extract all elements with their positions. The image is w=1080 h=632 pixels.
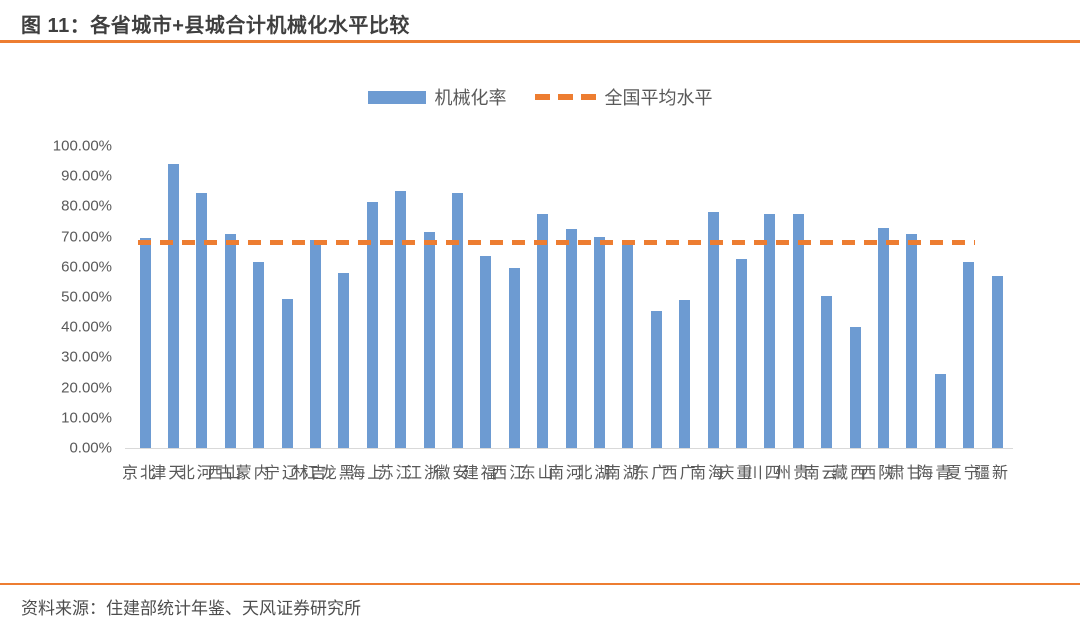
- y-axis-tick-label: 30.00%: [61, 348, 112, 366]
- chart-bar: [395, 191, 407, 448]
- x-axis-label: 云南: [800, 464, 836, 488]
- footer-divider: [0, 583, 1080, 585]
- chart-bar: [906, 233, 918, 448]
- y-axis-tick-label: 0.00%: [69, 439, 112, 457]
- x-axis-label: 湖北: [573, 464, 609, 488]
- chart-bar: [821, 295, 833, 448]
- chart-bar: [224, 233, 236, 448]
- y-axis-tick-label: 90.00%: [61, 167, 112, 185]
- x-axis-label: 天津: [147, 464, 183, 488]
- x-axis-label: 江苏: [374, 464, 410, 488]
- y-axis-tick-label: 40.00%: [61, 318, 112, 336]
- x-axis-label: 西藏: [829, 464, 864, 488]
- legend-item-national-average: 全国平均水平: [534, 84, 713, 110]
- x-axis-label: 海南: [687, 464, 722, 488]
- chart-bar: [309, 239, 321, 448]
- chart-bar: [537, 213, 549, 448]
- x-axis-label: 安徽: [431, 464, 467, 488]
- chart-bar: [991, 275, 1003, 448]
- y-axis-tick-label: 60.00%: [61, 258, 112, 276]
- plot-area: 北京 天津 河北 山西 内蒙古 辽宁 吉林 黑龙江 上海 江苏 浙江 安徽 福建 江西 山东 河南 湖北 湖南 广东…: [119, 146, 1020, 488]
- chart-bar: [792, 213, 804, 448]
- chart-bar: [707, 212, 719, 448]
- chart-bar: [622, 244, 634, 448]
- x-axis-label: 宁夏: [942, 464, 978, 488]
- y-axis-tick-label: 70.00%: [61, 228, 112, 246]
- chart-bar: [423, 232, 435, 448]
- x-axis-label: 河南: [545, 464, 580, 488]
- x-axis-label: 贵州: [772, 464, 808, 488]
- figure-title: 图 11：各省城市+县城合计机械化水平比较: [21, 15, 410, 37]
- x-axis-label: 新疆: [971, 464, 1006, 488]
- chart-bar: [451, 192, 463, 448]
- legend-line-label: 全国平均水平: [604, 88, 713, 108]
- chart-legend: 机械化率 全国平均水平: [0, 84, 1080, 110]
- x-axis-label: 浙江: [403, 464, 438, 488]
- x-axis-label: 甘肃: [885, 464, 921, 488]
- x-axis-label: 湖南: [601, 464, 637, 488]
- x-axis-label: 北京: [119, 464, 154, 488]
- source-note: 资料来源：住建部统计年鉴、天风证券研究所: [21, 599, 361, 618]
- chart-bar: [849, 327, 861, 448]
- y-axis: 100.00% 90.00% 80.00% 70.00% 60.00% 50.00% 40.…: [0, 138, 112, 457]
- chart-bar: [934, 374, 946, 448]
- x-axis-label: 黑龙江: [299, 464, 353, 488]
- y-axis-tick-label: 100.00%: [52, 137, 112, 155]
- x-axis-label: 内蒙古: [214, 464, 268, 488]
- x-axis-label: 重庆: [715, 464, 751, 488]
- chart-bar: [565, 229, 577, 448]
- x-axis-label: 四川: [743, 464, 779, 488]
- title-divider: [0, 40, 1080, 43]
- x-axis-label: 广西: [658, 464, 694, 488]
- chart-bar: [764, 213, 776, 448]
- chart-bar: [508, 268, 520, 448]
- chart-bar: [963, 262, 975, 448]
- x-axis-label: 青海: [914, 464, 950, 488]
- chart-bar: [139, 238, 151, 448]
- x-axis-label: 广东: [630, 464, 666, 488]
- x-axis-label: 上海: [346, 464, 382, 488]
- x-axis-label: 山西: [204, 464, 240, 488]
- x-axis-line: [125, 448, 1013, 449]
- national-average-line: [138, 240, 975, 246]
- chart-bar: [167, 164, 179, 448]
- chart-bar: [735, 259, 747, 448]
- x-axis-label: 吉林: [289, 464, 325, 488]
- chart-bar: [281, 298, 293, 448]
- y-axis-tick-label: 20.00%: [61, 379, 112, 397]
- chart-bar: [366, 201, 378, 448]
- legend-bar-label: 机械化率: [434, 88, 507, 108]
- x-axis-label: 陕西: [857, 464, 893, 488]
- legend-item-mechanization-rate: 机械化率: [367, 84, 507, 110]
- x-axis-label: 山东: [516, 464, 552, 488]
- chart-bar: [253, 262, 265, 448]
- y-axis-tick-label: 80.00%: [61, 197, 112, 215]
- legend-dash-swatch-icon: [534, 94, 596, 100]
- x-axis-label: 河北: [175, 464, 211, 488]
- chart-bar: [650, 310, 662, 448]
- x-axis-label: 福建: [459, 464, 495, 488]
- x-axis-label: 辽宁: [261, 464, 296, 488]
- chart-bar: [679, 300, 691, 448]
- chart-bar: [338, 272, 350, 448]
- y-axis-tick-label: 50.00%: [61, 288, 112, 306]
- chart-bar: [593, 236, 605, 448]
- chart-bar: [480, 256, 492, 448]
- chart-bar: [196, 192, 208, 448]
- y-axis-tick-label: 10.00%: [61, 409, 112, 427]
- x-axis-label: 江西: [488, 464, 524, 488]
- legend-bar-swatch-icon: [367, 90, 426, 104]
- chart-bar: [877, 227, 889, 448]
